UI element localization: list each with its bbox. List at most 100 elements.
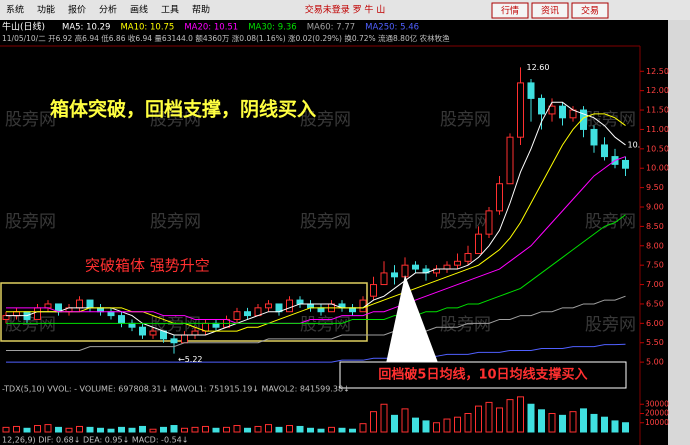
volume-bar	[412, 417, 419, 433]
volume-bar	[181, 427, 188, 433]
y-tick-label: 6.00	[646, 319, 664, 328]
volume-bar	[506, 399, 514, 433]
button[interactable]	[491, 2, 529, 19]
candle-body	[212, 322, 220, 328]
candle-body	[559, 105, 566, 119]
volume-bar	[97, 427, 104, 433]
volume-bar	[569, 411, 577, 433]
support-note: 回档破5日均线，10日均线支撑买入	[378, 367, 587, 383]
candle-body	[244, 311, 251, 317]
candle-body	[97, 307, 104, 313]
legend-entry: MA5: 10.29	[62, 23, 110, 33]
legend-entry: MA60: 7.77	[307, 23, 355, 33]
candle-body	[527, 82, 535, 99]
volume-bar	[233, 425, 241, 433]
watermark: 股旁网	[440, 110, 491, 130]
watermark: 股旁网	[585, 212, 636, 232]
y-tick-label: 8.50	[646, 222, 664, 231]
candle-body	[475, 233, 482, 255]
menu-item[interactable]: 工具	[161, 5, 179, 16]
ma-line	[6, 343, 626, 363]
volume-bar	[275, 426, 283, 433]
volume-bar	[527, 403, 535, 433]
button-label[interactable]: 资讯	[541, 6, 559, 17]
volume-bar	[23, 427, 31, 433]
volume-bar	[590, 413, 598, 433]
y-tick-label: 8.00	[646, 241, 664, 250]
box-note: 突破箱体 强势升空	[85, 257, 210, 275]
y-tick-label: 12.50	[646, 67, 669, 76]
high-label: 12.60	[527, 63, 550, 72]
menu-item[interactable]: 功能	[37, 4, 55, 16]
volume-bar	[464, 413, 472, 433]
y-tick-label: 10.00	[646, 164, 669, 173]
menu-item[interactable]: 画线	[130, 4, 148, 16]
volume-bar	[191, 426, 199, 433]
volume-bar	[622, 422, 629, 433]
legend-entry: MA20: 10.51	[184, 23, 238, 33]
ma-line	[6, 113, 626, 332]
candle-body	[118, 315, 125, 324]
volume-bar	[485, 401, 493, 433]
volume-bar	[34, 425, 41, 433]
volume-bar	[13, 425, 20, 433]
volume-bar	[433, 422, 440, 433]
volume-bar	[359, 423, 367, 433]
legend-entry: MA10: 10.75	[120, 23, 174, 33]
info-line: 11/05/10/二 开6.92 高6.94 低6.86 收6.94 量6314…	[2, 33, 450, 43]
watermark: 股旁网	[585, 315, 636, 335]
watermark: 股旁网	[585, 110, 636, 130]
candle-body	[622, 159, 629, 169]
volume-bar	[149, 428, 157, 433]
volume-title: -TDX(5,10) VVOL: - VOLUME: 697808.31↓ MA…	[2, 385, 350, 394]
candle-body	[454, 260, 461, 266]
watermark: 股旁网	[440, 315, 491, 335]
menu-item[interactable]: 系统	[6, 4, 24, 16]
volume-bar	[496, 407, 503, 433]
menu-item[interactable]: 帮助	[192, 4, 210, 16]
volume-bar	[296, 425, 304, 433]
watermark: 股旁网	[5, 212, 56, 232]
button-label[interactable]: 交易	[581, 5, 599, 17]
low-label: ←5.22	[178, 355, 203, 364]
volume-bar	[601, 416, 608, 433]
button-label[interactable]: 行情	[501, 5, 519, 17]
volume-tick-label: 10000	[645, 418, 669, 427]
candle-body	[590, 128, 598, 146]
volume-bar	[538, 409, 545, 433]
volume-bar	[254, 425, 262, 433]
watermark: 股旁网	[5, 315, 56, 335]
menu-item[interactable]: 报价	[68, 4, 86, 16]
candle-body	[13, 311, 20, 317]
volume-bar	[349, 428, 356, 433]
plot: 12.50 12.00 11.50 11.00 10.50 10.00 9.50 9.00 8.…	[2, 63, 669, 433]
menu-item[interactable]: 分析	[99, 4, 117, 16]
volume-bar	[86, 426, 94, 433]
candle-body	[517, 82, 524, 138]
button[interactable]	[531, 2, 569, 19]
volume-bar	[212, 427, 220, 433]
y-tick-label: 9.00	[646, 203, 664, 212]
volume-bar	[475, 405, 482, 433]
side-toolbar	[668, 20, 690, 445]
volume-bar	[443, 418, 451, 433]
volume-bar	[328, 426, 335, 433]
volume-tick-label: 20000	[645, 409, 669, 418]
candle-body	[296, 299, 304, 305]
watermark: 股旁网	[300, 110, 351, 130]
volume-bar	[76, 425, 83, 433]
volume-bar	[286, 425, 293, 433]
candle-body	[443, 264, 451, 270]
button[interactable]	[571, 2, 609, 19]
candle-body	[496, 183, 503, 212]
legend-entry: MA30: 9.36	[248, 23, 296, 33]
volume-bar	[517, 396, 524, 433]
volume-bar	[548, 413, 556, 433]
volume-bar	[454, 416, 461, 433]
candle-body	[317, 307, 325, 313]
ma-line	[6, 295, 626, 351]
watermark: 股旁网	[300, 212, 351, 232]
volume-bar	[370, 411, 377, 433]
candle-body	[485, 210, 493, 235]
